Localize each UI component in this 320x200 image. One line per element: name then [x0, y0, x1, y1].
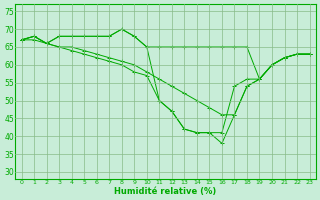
- X-axis label: Humidité relative (%): Humidité relative (%): [115, 187, 217, 196]
